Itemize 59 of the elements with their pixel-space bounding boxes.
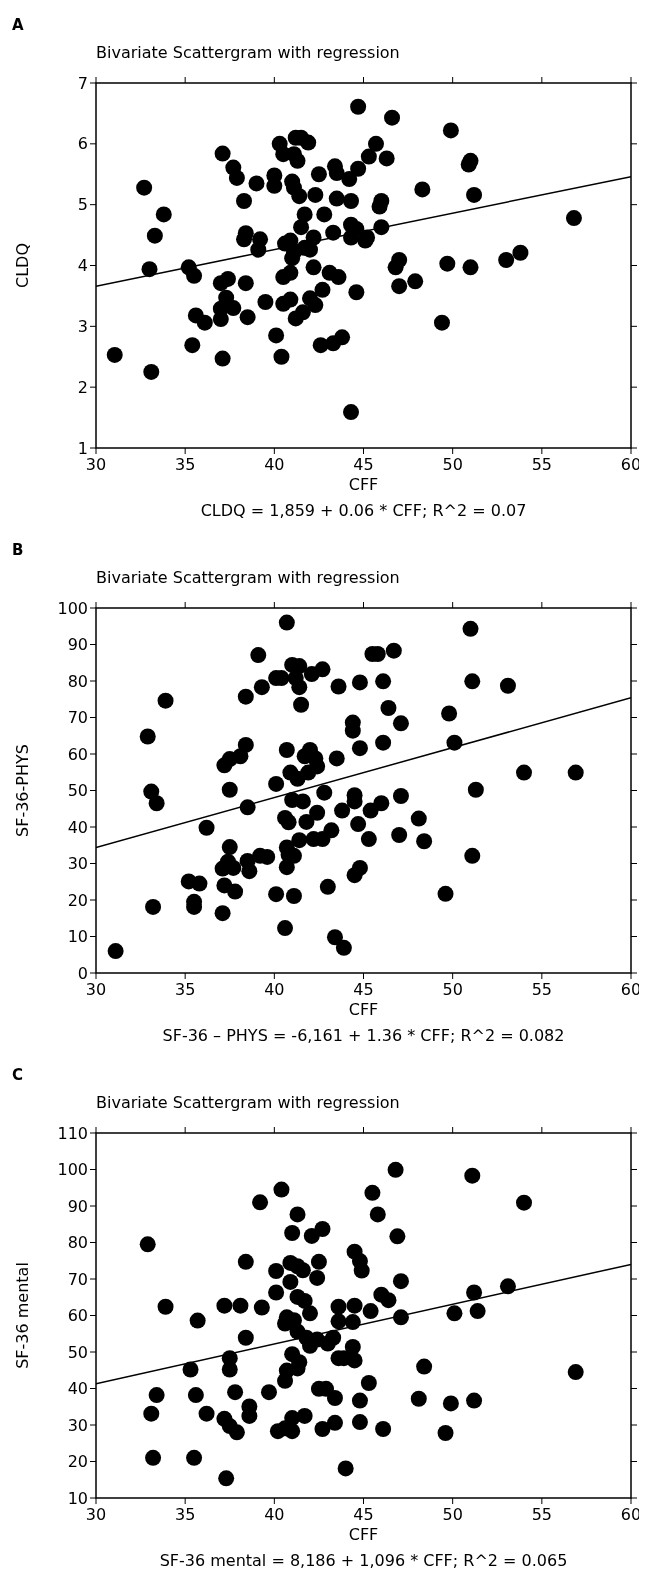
x-tick-label: 35 — [174, 1505, 196, 1524]
y-tick-label: 60 — [67, 744, 88, 764]
x-axis-title: CFF — [348, 475, 379, 494]
y-axis-title: SF-36-PHYS — [13, 744, 32, 837]
x-tick-label: 55 — [531, 980, 553, 999]
x-tick-label: 40 — [264, 980, 285, 999]
y-axis-title: CLDQ — [13, 243, 32, 288]
x-tick-label: 45 — [353, 980, 374, 999]
y-tick-label: 30 — [67, 854, 88, 874]
y-tick-label: 100 — [57, 1160, 88, 1180]
text: SF-36 mental = 8,186 + 1,096 * CFF; R^2 = 0.065 — [159, 1551, 568, 1570]
chart-title: Bivariate Scattergram with regression — [96, 1093, 400, 1112]
x-tick-label: 55 — [531, 1505, 553, 1524]
y-tick-label: 50 — [67, 781, 88, 801]
x-tick-label: 40 — [264, 1505, 285, 1524]
x-axis-title: CFF — [348, 1525, 379, 1544]
y-tick-label: 90 — [67, 1196, 88, 1216]
x-tick-label: 50 — [442, 1505, 463, 1524]
y-tick-label: 40 — [67, 1379, 88, 1399]
x-tick-label: 35 — [174, 455, 196, 474]
y-tick-label: 80 — [67, 1233, 88, 1253]
chart-title: Bivariate Scattergram with regression — [96, 43, 400, 62]
x-tick-label: 55 — [531, 455, 553, 474]
y-tick-label: 4 — [77, 256, 88, 276]
x-tick-label: 40 — [264, 455, 285, 474]
text: C — [12, 1066, 24, 1084]
text: A — [12, 16, 24, 34]
y-tick-label: 110 — [57, 1123, 88, 1143]
x-tick-label: 35 — [174, 980, 196, 999]
y-tick-label: 20 — [67, 890, 88, 910]
x-tick-label: 50 — [442, 980, 463, 999]
y-tick-label: 70 — [67, 708, 88, 728]
y-tick-label: 1 — [77, 438, 88, 458]
y-tick-label: 2 — [77, 377, 88, 397]
y-tick-label: 40 — [67, 817, 88, 837]
y-tick-label: 70 — [67, 1269, 88, 1289]
y-tick-label: 10 — [67, 1488, 88, 1508]
x-tick-label: 45 — [353, 455, 374, 474]
x-tick-label: 45 — [353, 1505, 374, 1524]
y-tick-label: 20 — [67, 1452, 88, 1472]
text: B — [12, 541, 24, 559]
y-tick-label: 100 — [57, 598, 88, 618]
y-tick-label: 3 — [77, 316, 88, 336]
y-axis-title: SF-36 mental — [13, 1262, 32, 1369]
y-tick-label: 30 — [67, 1415, 88, 1435]
y-tick-label: 6 — [77, 134, 88, 154]
x-tick-label: 50 — [442, 455, 463, 474]
y-tick-label: 10 — [67, 927, 88, 947]
x-axis-title: CFF — [348, 1000, 379, 1019]
y-tick-label: 0 — [77, 963, 88, 983]
y-tick-label: 80 — [67, 671, 88, 691]
y-tick-label: 50 — [67, 1342, 88, 1362]
y-tick-label: 60 — [67, 1306, 88, 1326]
chart-title: Bivariate Scattergram with regression — [96, 568, 400, 587]
y-tick-label: 5 — [77, 195, 88, 215]
text: CLDQ = 1,859 + 0.06 * CFF; R^2 = 0.07 — [200, 501, 527, 520]
y-tick-label: 7 — [77, 73, 88, 93]
y-tick-label: 90 — [67, 635, 88, 655]
text: SF-36 – PHYS = -6,161 + 1.36 * CFF; R^2 = 0.082 — [162, 1026, 565, 1045]
